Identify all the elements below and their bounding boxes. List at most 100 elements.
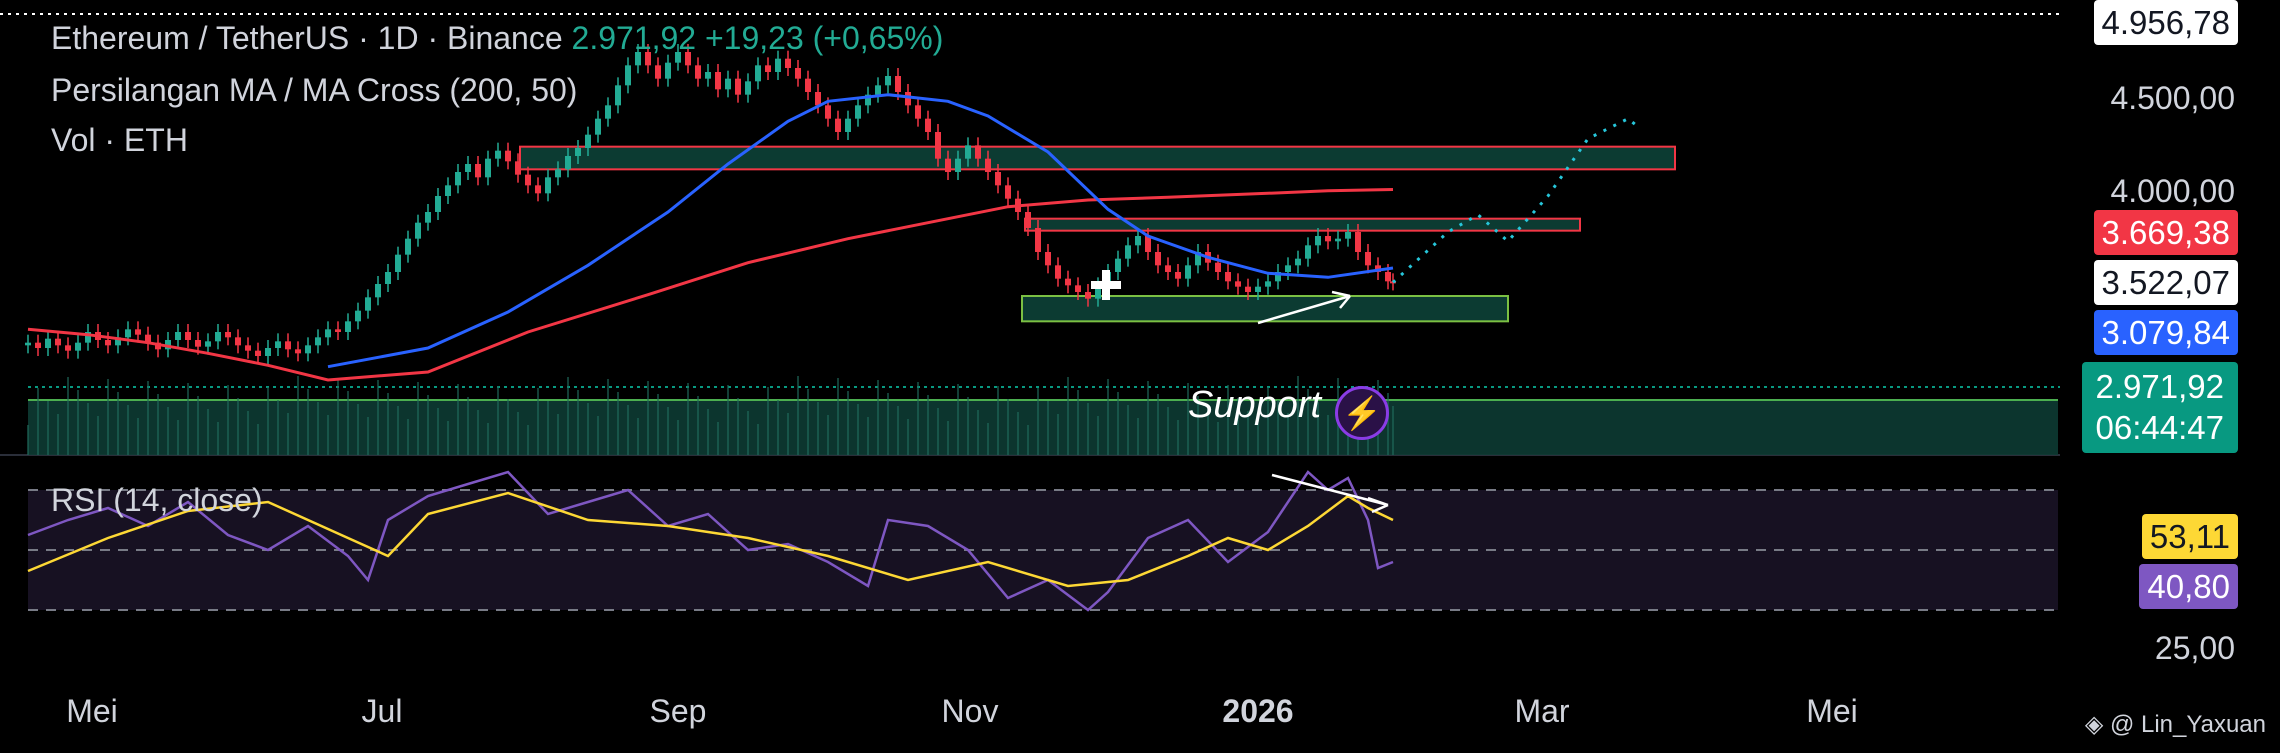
volume-bar <box>147 381 149 455</box>
candle-body <box>1265 281 1271 287</box>
candle-body <box>455 172 461 186</box>
candle-body <box>115 337 121 346</box>
volume-bar <box>267 387 269 455</box>
volume-bar <box>1257 424 1259 455</box>
symbol-name: Ethereum / TetherUS · 1D · Binance <box>51 20 563 56</box>
candle-body <box>55 338 61 346</box>
candle-body <box>805 78 811 92</box>
candle-body <box>1345 232 1351 239</box>
volume-bar <box>1287 413 1289 455</box>
candle-body <box>385 272 391 284</box>
candle-body <box>1195 252 1201 266</box>
ma50-line <box>327 93 1394 369</box>
x-tick: Nov <box>941 693 999 729</box>
candle-body <box>975 145 981 159</box>
candle-body <box>75 342 81 351</box>
volume-bar <box>627 405 629 455</box>
candle-body <box>485 158 491 178</box>
price-zone <box>1021 295 1509 323</box>
rsi-axis-tick: 25,00 <box>2154 630 2235 666</box>
volume-bar <box>877 380 879 455</box>
volume-bar <box>377 380 379 455</box>
candle-body <box>1055 265 1061 279</box>
volume-bar <box>387 393 389 455</box>
ma200-line <box>27 188 1394 382</box>
candle-body <box>255 350 261 356</box>
candle-body <box>545 177 551 194</box>
volume-bar <box>77 390 79 455</box>
volume-bar <box>797 376 799 455</box>
lightning-bolt-icon[interactable]: ⚡ <box>1335 386 1389 440</box>
volume-bar <box>757 424 759 455</box>
volume-bar <box>607 379 609 455</box>
volume-bar <box>947 421 949 455</box>
projection-path <box>1391 116 1639 284</box>
volume-bar <box>637 418 639 455</box>
volume-bar <box>847 391 849 455</box>
volume-bar <box>1197 396 1199 455</box>
volume-bar <box>87 403 89 455</box>
volume-bar <box>1207 409 1209 455</box>
candle-body <box>605 105 611 119</box>
volume-bar <box>1307 389 1309 455</box>
candle-body <box>885 76 891 86</box>
candle-body <box>1035 228 1041 252</box>
rsi-line <box>27 470 1394 612</box>
crosshair-icon <box>1091 270 1121 300</box>
candle-body <box>1385 272 1391 282</box>
volume-bar <box>207 409 209 455</box>
candle-body <box>1335 238 1341 242</box>
candle-body <box>1245 286 1251 292</box>
volume-bar <box>597 416 599 455</box>
volume-bar <box>327 415 329 455</box>
candle-body <box>1025 212 1031 228</box>
bar-countdown: 06:44:47 <box>2095 409 2224 447</box>
candle-body <box>285 341 291 350</box>
ma-cross-legend[interactable]: Persilangan MA / MA Cross (200, 50) <box>51 72 578 108</box>
candle-body <box>925 118 931 132</box>
volume-bar <box>1387 393 1389 455</box>
candle-body <box>1365 252 1371 266</box>
candle-body <box>1225 272 1231 282</box>
volume-bar <box>777 400 779 455</box>
candle-body <box>1135 236 1141 246</box>
candle-body <box>775 58 781 72</box>
candle-body <box>785 58 791 68</box>
candle-body <box>615 85 621 106</box>
volume-bar <box>467 397 469 455</box>
candle-body <box>355 310 361 322</box>
volume-bar <box>1267 387 1269 455</box>
volume-bar <box>837 378 839 455</box>
candle-body <box>695 65 701 79</box>
candle-body <box>645 52 651 66</box>
rsi-legend[interactable]: RSI (14, close) <box>51 482 263 518</box>
candle-body <box>425 212 431 223</box>
candle-body <box>715 72 721 90</box>
volume-bar <box>1167 407 1169 455</box>
volume-bar <box>367 417 369 455</box>
rsi-value-label: 40,80 <box>2139 564 2238 610</box>
volume-bar <box>117 392 119 455</box>
symbol-legend[interactable]: Ethereum / TetherUS · 1D · Binance 2.971… <box>51 20 943 57</box>
ma50-price-label: 3.079,84 <box>2093 310 2238 356</box>
candle-body <box>445 185 451 196</box>
volume-bar <box>227 385 229 455</box>
last-price-label: 2.971,92 06:44:47 <box>2081 362 2238 453</box>
candle-body <box>105 340 111 346</box>
price-change: +19,23 (+0,65%) <box>704 20 944 56</box>
candle-body <box>475 164 481 178</box>
candle-body <box>175 332 181 340</box>
volume-bar <box>1317 402 1319 455</box>
candle-body <box>1285 265 1291 272</box>
volume-bar <box>97 416 99 455</box>
candle-body <box>1275 272 1281 282</box>
volume-bar <box>427 395 429 455</box>
volume-bar <box>1087 403 1089 455</box>
volume-bar <box>1117 392 1119 455</box>
candle-body <box>1175 272 1181 279</box>
volume-legend[interactable]: Vol · ETH <box>51 122 188 158</box>
volume-bar <box>1177 420 1179 455</box>
volume-bar <box>1017 412 1019 455</box>
volume-bar <box>937 408 939 455</box>
